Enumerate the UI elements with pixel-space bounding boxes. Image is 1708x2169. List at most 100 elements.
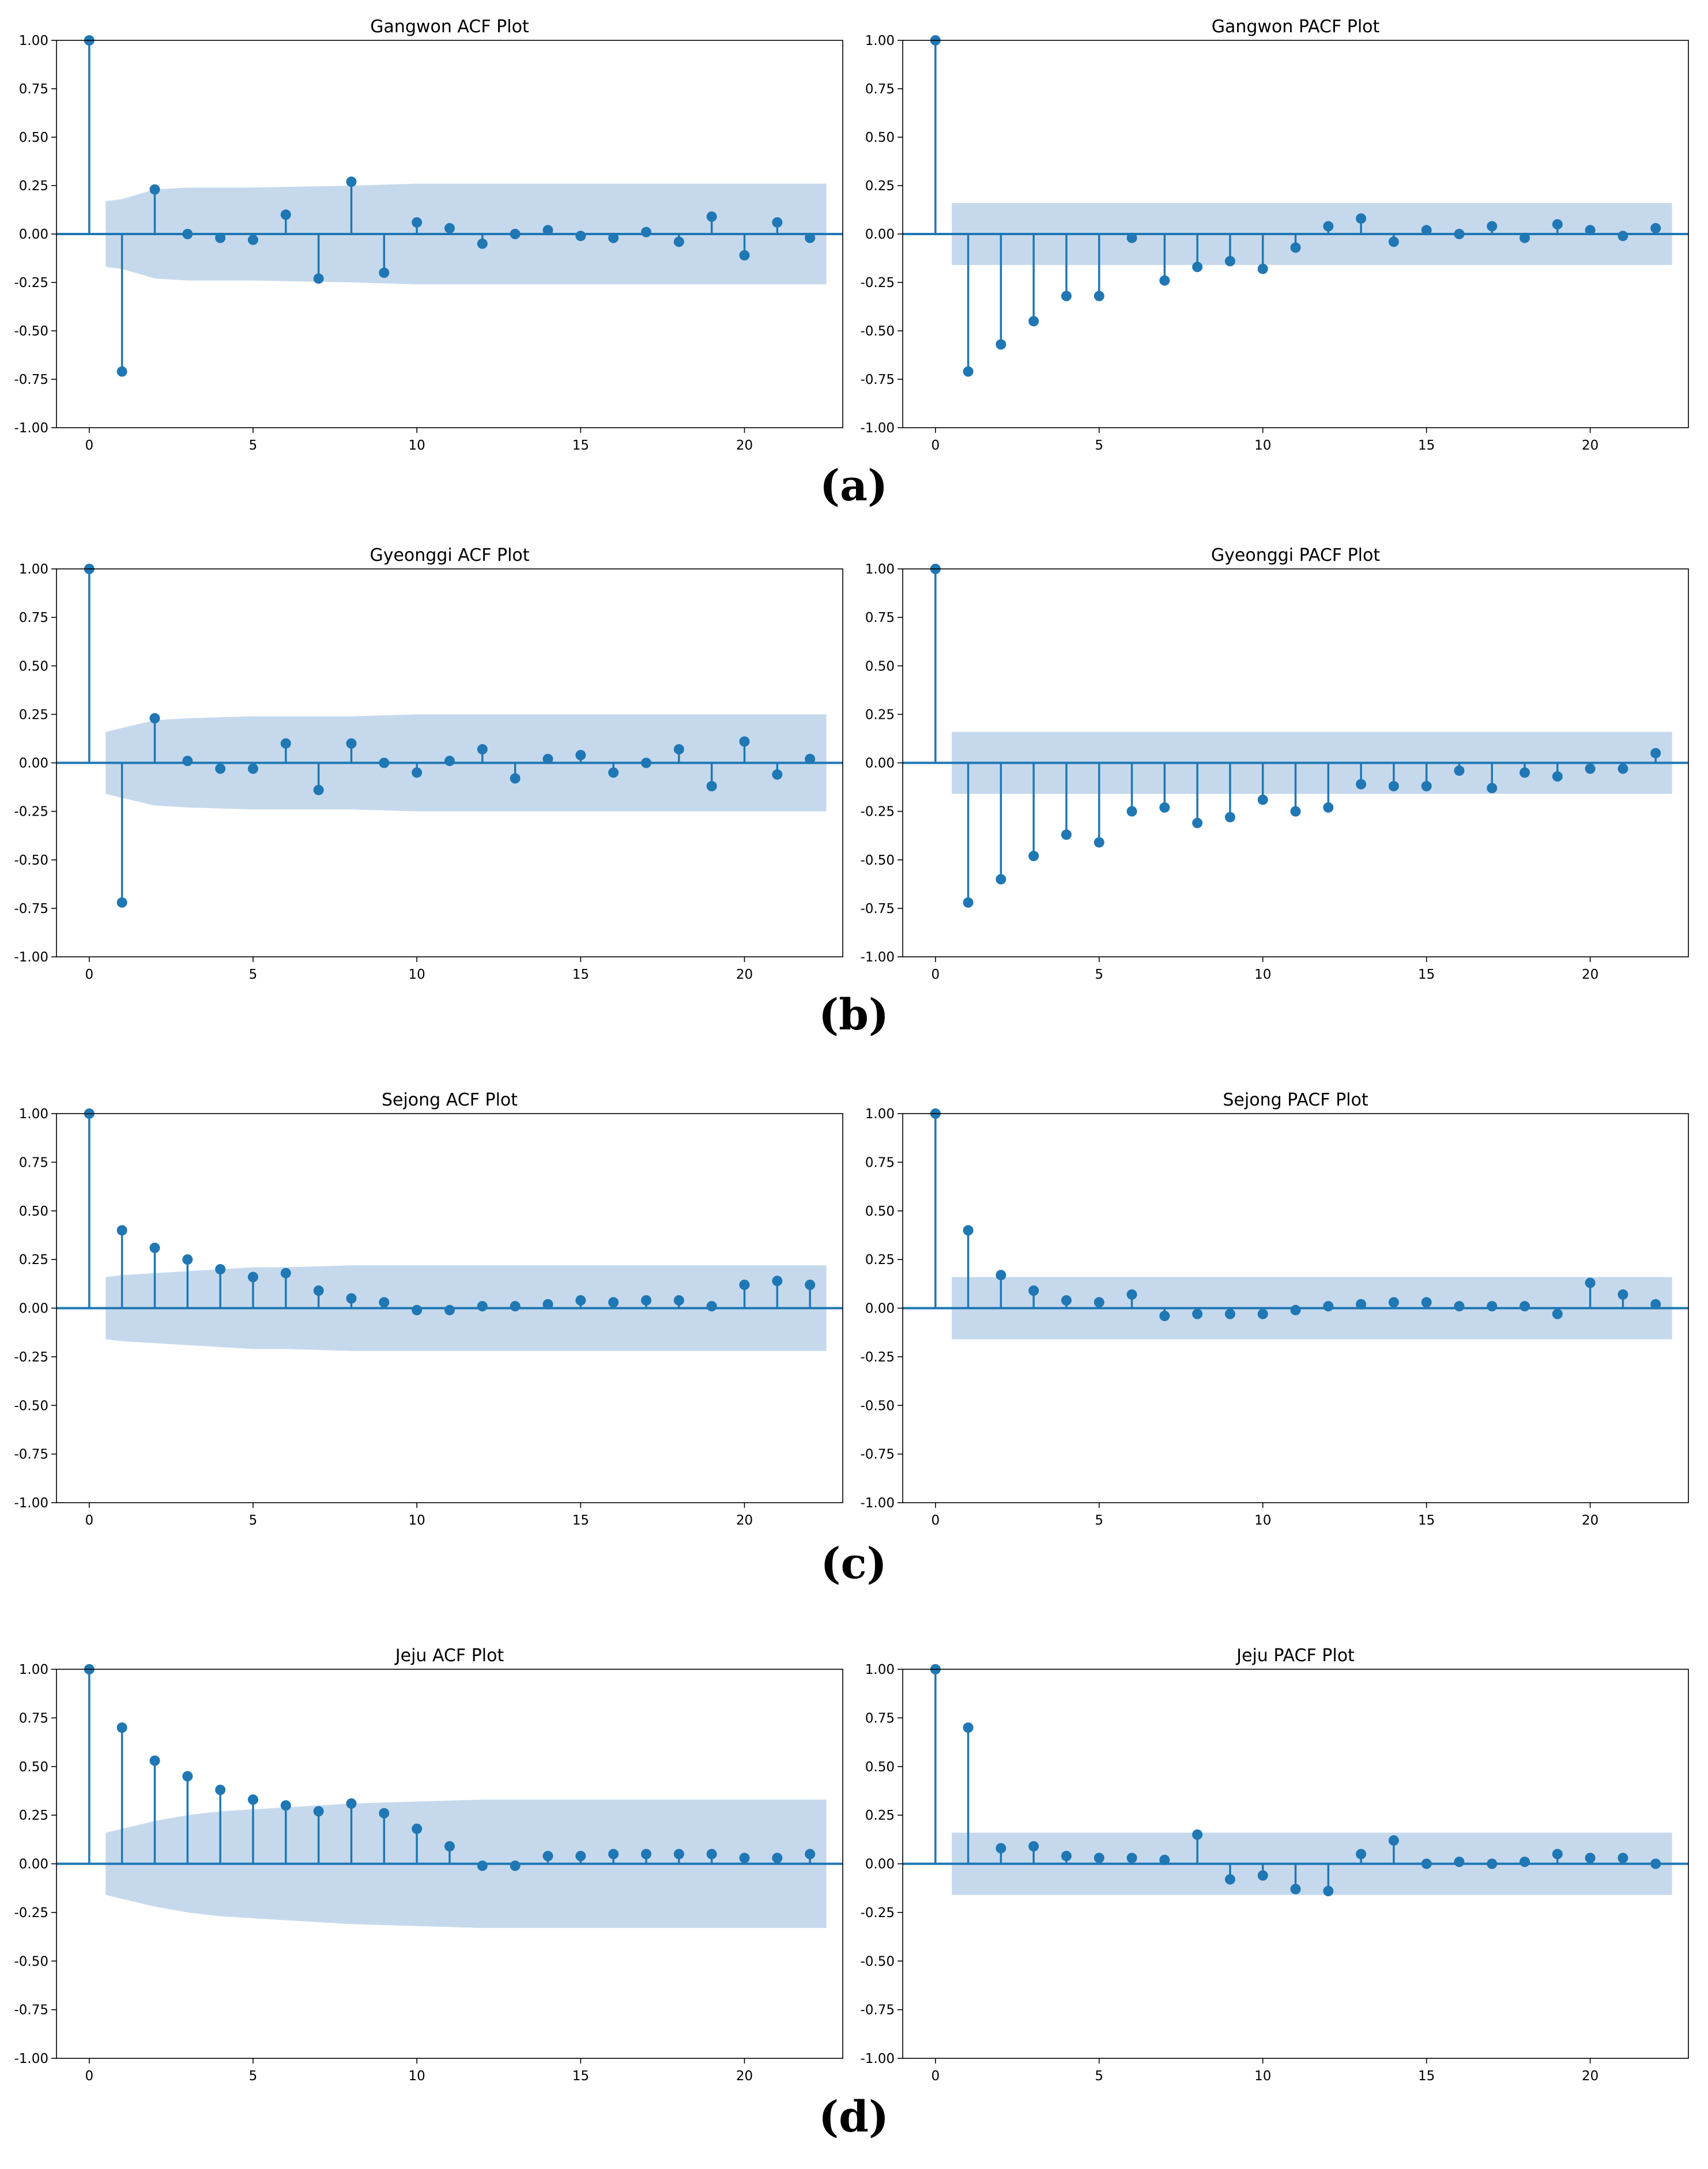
y-tick-label: 0.00 [19, 227, 48, 242]
stem-marker [641, 227, 651, 237]
stem-marker [1650, 748, 1661, 759]
stem-marker [1094, 1853, 1104, 1864]
y-tick-label: 0.25 [19, 1808, 48, 1823]
y-tick-label: 0.50 [19, 130, 48, 145]
stem-marker [116, 366, 127, 377]
x-tick-label: 5 [249, 2069, 258, 2084]
x-tick-label: 15 [572, 967, 589, 982]
stem-marker [1257, 263, 1268, 274]
stem-marker [1028, 851, 1039, 862]
stem-marker [1323, 221, 1334, 232]
subplot-2: Gyeonggi ACF Plot 1.00 0.75 0.50 0.25 0.00 -0.… [14, 545, 843, 982]
stem-marker [1520, 767, 1530, 778]
y-tick-label: -0.25 [860, 1906, 895, 1921]
stem-marker [963, 1225, 974, 1236]
stem-marker [996, 1843, 1006, 1854]
x-tick-label: 20 [736, 2069, 753, 2084]
stem-marker [412, 217, 423, 228]
x-tick-label: 15 [1418, 1513, 1435, 1528]
stem-marker [182, 1771, 193, 1782]
chart-title: Jeju ACF Plot [394, 1646, 504, 1666]
stem-marker [346, 738, 357, 749]
y-tick-label: 0.25 [865, 1253, 895, 1268]
y-tick-label: 1.00 [865, 1107, 895, 1122]
stem-marker [412, 1823, 423, 1834]
y-tick-label: 0.00 [865, 227, 895, 242]
x-tick-label: 5 [249, 438, 258, 453]
stem-marker [248, 1794, 258, 1805]
y-tick-label: -0.25 [14, 1906, 48, 1921]
y-tick-label: 0.50 [865, 1204, 895, 1219]
y-tick-label: -1.00 [860, 950, 895, 965]
stem-marker [1520, 1857, 1530, 1868]
stem-marker [1388, 780, 1399, 791]
stem-marker [1454, 765, 1465, 776]
panel-label: (b) [819, 990, 889, 1040]
x-tick-label: 0 [85, 967, 94, 982]
x-tick-label: 15 [1418, 967, 1435, 982]
stem-marker [346, 1293, 357, 1304]
stem-marker [1257, 794, 1268, 805]
stem-marker [412, 1304, 423, 1315]
stem-marker [248, 1272, 258, 1282]
chart-title: Gyeonggi PACF Plot [1211, 545, 1380, 565]
stem-marker [608, 1297, 619, 1308]
stem-marker [280, 209, 291, 220]
stem-marker [346, 1798, 357, 1809]
stem-marker [182, 756, 193, 767]
x-tick-label: 5 [1095, 438, 1103, 453]
y-tick-label: -0.25 [860, 1350, 895, 1365]
stem-marker [996, 874, 1006, 885]
stem-marker [477, 238, 488, 249]
y-tick-label: -0.50 [860, 324, 895, 339]
y-tick-label: -0.25 [14, 1350, 48, 1365]
stem-marker [1061, 829, 1072, 840]
y-tick-label: 0.00 [19, 1302, 48, 1317]
stem-marker [379, 1808, 390, 1819]
chart-title: Jeju PACF Plot [1235, 1646, 1355, 1666]
y-tick-label: 0.25 [19, 1253, 48, 1268]
stem-marker [1224, 1308, 1235, 1319]
y-tick-label: -0.75 [14, 1447, 48, 1462]
y-tick-label: 0.75 [19, 610, 48, 625]
stem-marker [1388, 236, 1399, 247]
y-tick-label: 0.25 [865, 179, 895, 194]
y-tick-label: 0.75 [19, 1155, 48, 1170]
stem-marker [1126, 1853, 1137, 1864]
stem-marker [1192, 1829, 1203, 1840]
y-tick-label: -0.25 [860, 805, 895, 820]
y-tick-label: -0.50 [14, 853, 48, 868]
x-tick-label: 10 [1254, 2069, 1271, 2084]
stem-marker [1454, 1301, 1465, 1312]
stem-marker [1356, 779, 1367, 790]
panel-label: (d) [819, 2092, 889, 2142]
stem-marker [739, 736, 750, 747]
chart-title: Gyeonggi ACF Plot [369, 545, 529, 565]
y-tick-label: 0.75 [865, 1155, 895, 1170]
x-tick-label: 20 [1582, 2069, 1598, 2084]
stem-marker [444, 1304, 455, 1315]
stem-marker [116, 1225, 127, 1236]
stem-marker [1094, 1297, 1104, 1308]
chart-title: Sejong PACF Plot [1223, 1090, 1368, 1110]
x-tick-label: 0 [85, 1513, 94, 1528]
stem-marker [1290, 806, 1301, 817]
y-tick-label: 0.00 [19, 1857, 48, 1872]
y-tick-label: 0.00 [865, 1857, 895, 1872]
stem-marker [313, 273, 324, 284]
stem-marker [739, 1853, 750, 1864]
subplot-7: Jeju PACF Plot 1.00 0.75 0.50 0.25 0.00 -0.25 -… [860, 1646, 1689, 2084]
stem-marker [1552, 1849, 1563, 1859]
x-tick-label: 5 [1095, 967, 1103, 982]
y-tick-label: 0.75 [19, 82, 48, 97]
stem-marker [996, 1270, 1006, 1281]
y-tick-label: 0.50 [19, 1204, 48, 1219]
y-tick-label: -0.25 [860, 276, 895, 291]
stem-marker [182, 229, 193, 239]
stem-marker [1552, 771, 1563, 782]
stem-marker [1585, 225, 1596, 236]
stem-marker [1520, 1301, 1530, 1312]
y-tick-label: -0.75 [860, 2003, 895, 2018]
stem-marker [772, 217, 783, 228]
stem-marker [379, 1297, 390, 1308]
